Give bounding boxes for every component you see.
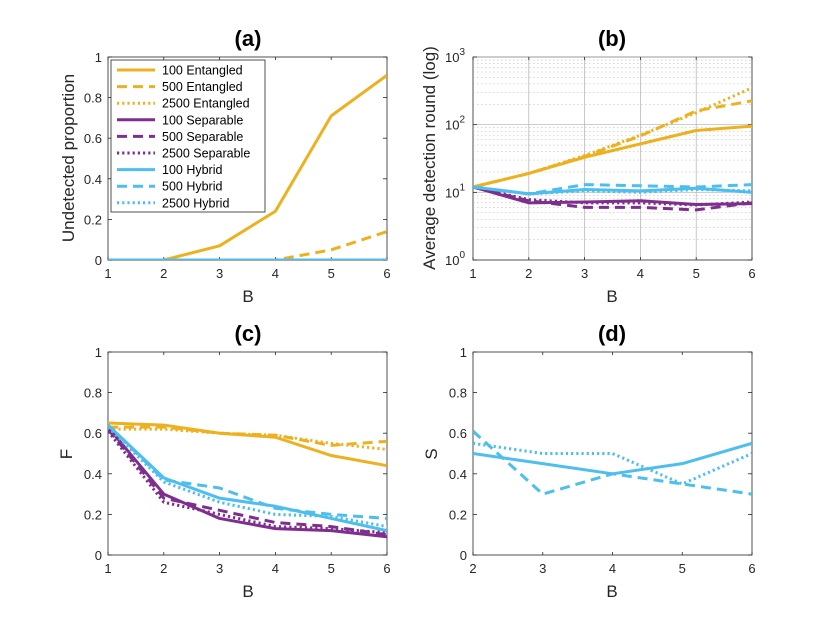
- x-tick-label: 5: [328, 266, 335, 281]
- y-tick-label: 0.6: [84, 426, 102, 441]
- legend-label: 500 Hybrid: [162, 180, 222, 194]
- series-line-100-separable: [108, 426, 387, 539]
- legend-label: 500 Separable: [162, 130, 243, 144]
- panel-d-lines: [473, 430, 752, 496]
- series-line-2500-separable: [473, 185, 752, 207]
- y-tick-label: 0: [460, 548, 467, 563]
- y-tick-label: 0.4: [84, 467, 102, 482]
- legend-label: 2500 Hybrid: [162, 196, 229, 210]
- y-tick-label: 0: [95, 548, 102, 563]
- panel-c: (c) 1 2 3 4 5 6 0 0.2 0.4 0.6 0.8 1 B F: [57, 321, 391, 601]
- x-tick-label: 5: [679, 561, 686, 576]
- y-tick-label: 1: [95, 345, 102, 360]
- series-line-2500-hybrid: [473, 185, 752, 196]
- series-line-500-separable: [108, 428, 387, 537]
- panel-b-plot-area: [472, 56, 753, 261]
- series-line-500-hybrid: [473, 430, 752, 496]
- y-tick-label: 0.2: [449, 507, 467, 522]
- x-tick-label: 4: [272, 266, 279, 281]
- x-tick-label: 3: [216, 561, 223, 576]
- panel-b-grid: [473, 56, 752, 260]
- panel-c-title: (c): [235, 321, 262, 346]
- y-tick-label: 0.4: [449, 467, 467, 482]
- y-tick-label: 0.2: [84, 507, 102, 522]
- x-tick-label: 1: [469, 266, 476, 281]
- y-tick-label: 0.6: [84, 131, 102, 146]
- x-tick-label: 5: [328, 561, 335, 576]
- x-tick-label: 6: [748, 266, 755, 281]
- legend-label: 100 Entangled: [162, 64, 243, 78]
- y-tick-label: 0.4: [84, 172, 102, 187]
- panel-d-y-axis-label: S: [422, 448, 441, 459]
- panel-d-plot-area: [472, 351, 753, 556]
- panel-c-y-axis-label: F: [57, 449, 76, 459]
- legend-items: 100 Entangled 500 Entangled 2500 Entangled…: [117, 64, 250, 210]
- panel-d-ticks: 2 3 4 5 6 0 0.2 0.4 0.6 0.8 1: [449, 345, 756, 576]
- x-tick-label: 5: [693, 266, 700, 281]
- x-tick-label: 6: [383, 561, 390, 576]
- x-tick-label: 1: [104, 561, 111, 576]
- y-tick-label: 101: [445, 182, 465, 200]
- series-line-2500-hybrid: [473, 441, 752, 486]
- x-tick-label: 6: [383, 266, 390, 281]
- x-tick-label: 2: [525, 266, 532, 281]
- y-tick-label: 0.8: [84, 386, 102, 401]
- panel-a-lines: [108, 74, 387, 260]
- x-tick-label: 3: [216, 266, 223, 281]
- x-tick-label: 2: [160, 266, 167, 281]
- y-tick-label: 0.6: [449, 426, 467, 441]
- panel-b: (b) 1 2 3 4 5 6 100 101 102 103 B Average detecti…: [420, 26, 756, 306]
- y-tick-label: 103: [445, 47, 465, 65]
- legend-label: 100 Separable: [162, 113, 243, 127]
- legend-label: 2500 Entangled: [162, 97, 250, 111]
- series-line-100-entangled: [108, 74, 387, 260]
- series-line-500-hybrid: [473, 183, 752, 196]
- panel-a-ticks: 1 2 3 4 5 6 0 0.2 0.4 0.6 0.8 1: [84, 50, 391, 281]
- legend-label: 500 Entangled: [162, 80, 243, 94]
- panel-c-lines: [108, 421, 387, 539]
- series-line-100-hybrid: [108, 423, 387, 533]
- panel-a-y-axis-label: Undetected proportion: [59, 74, 78, 242]
- x-tick-label: 3: [539, 561, 546, 576]
- panel-d-title: (d): [598, 321, 626, 346]
- x-tick-label: 3: [581, 266, 588, 281]
- y-tick-label: 0.8: [84, 91, 102, 106]
- y-tick-label: 0: [95, 253, 102, 268]
- series-line-100-entangled: [108, 421, 387, 468]
- panel-a: (a) 1 2 3 4 5 6 0 0.2 0.4 0.6 0.8 1 B Undetected pr…: [59, 26, 391, 306]
- x-tick-label: 2: [160, 561, 167, 576]
- legend-label: 2500 Separable: [162, 147, 250, 161]
- legend: 100 Entangled 500 Entangled 2500 Entangled…: [110, 59, 266, 213]
- series-line-2500-entangled: [473, 86, 752, 189]
- x-tick-label: 4: [609, 561, 616, 576]
- panel-b-x-axis-label: B: [606, 287, 617, 306]
- panel-a-title: (a): [235, 26, 262, 51]
- panel-d: (d) 2 3 4 5 6 0 0.2 0.4 0.6 0.8 1 B S: [422, 321, 756, 601]
- series-line-500-entangled: [108, 425, 387, 447]
- y-tick-label: 0.2: [84, 212, 102, 227]
- legend-label: 100 Hybrid: [162, 163, 222, 177]
- x-tick-label: 6: [748, 561, 755, 576]
- series-line-500-entangled: [108, 230, 387, 260]
- y-tick-label: 100: [445, 250, 465, 268]
- x-tick-label: 4: [272, 561, 279, 576]
- x-tick-label: 2: [469, 561, 476, 576]
- panel-b-y-axis-label: Average detection round (log): [420, 46, 439, 270]
- panel-c-x-axis-label: B: [242, 582, 253, 601]
- x-tick-label: 1: [104, 266, 111, 281]
- panel-c-ticks: 1 2 3 4 5 6 0 0.2 0.4 0.6 0.8 1: [84, 345, 391, 576]
- y-tick-label: 0.8: [449, 386, 467, 401]
- panel-b-title: (b): [598, 26, 626, 51]
- y-tick-label: 1: [460, 345, 467, 360]
- y-tick-label: 1: [95, 50, 102, 65]
- panel-a-x-axis-label: B: [242, 287, 253, 306]
- panel-b-ticks: 1 2 3 4 5 6 100 101 102 103: [445, 47, 756, 281]
- x-tick-label: 4: [637, 266, 644, 281]
- panel-b-lines: [473, 86, 752, 212]
- panel-d-x-axis-label: B: [606, 582, 617, 601]
- y-tick-label: 102: [445, 115, 465, 133]
